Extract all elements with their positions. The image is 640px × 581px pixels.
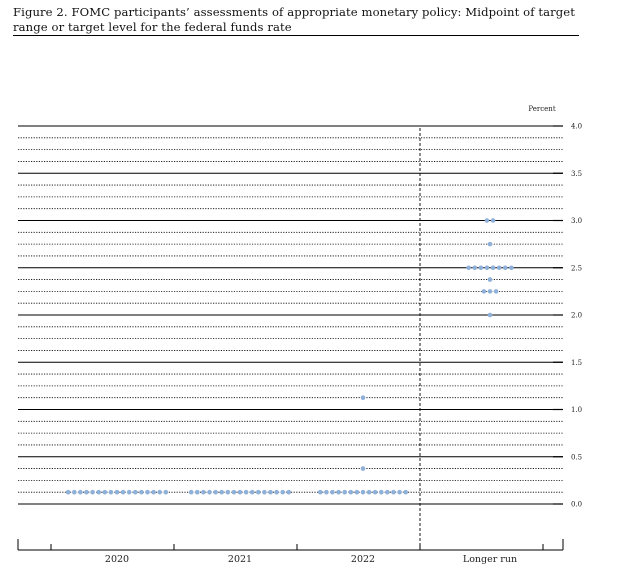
dot bbox=[493, 289, 499, 294]
dot bbox=[65, 489, 71, 495]
dot bbox=[84, 489, 89, 495]
dot bbox=[366, 489, 372, 495]
dot bbox=[336, 489, 341, 495]
y-tick-label: 1.5 bbox=[571, 359, 582, 367]
dot bbox=[478, 265, 484, 271]
dot bbox=[403, 489, 409, 495]
dot bbox=[324, 489, 329, 495]
dot bbox=[487, 241, 493, 247]
y-tick-label: 4.0 bbox=[571, 123, 582, 131]
dot bbox=[360, 489, 366, 495]
dot bbox=[207, 489, 212, 495]
dot bbox=[213, 489, 218, 495]
dot bbox=[274, 489, 279, 495]
units-label: Percent bbox=[528, 105, 555, 113]
dot bbox=[255, 489, 261, 495]
dot bbox=[163, 489, 169, 495]
x-tick-label: 2022 bbox=[351, 554, 375, 565]
dot bbox=[78, 489, 83, 495]
dot bbox=[330, 489, 335, 495]
dot bbox=[201, 489, 206, 495]
dot bbox=[243, 489, 249, 495]
dot bbox=[348, 489, 354, 495]
dot bbox=[490, 218, 496, 223]
dot bbox=[268, 489, 273, 495]
dot bbox=[231, 489, 237, 495]
dot bbox=[318, 489, 323, 495]
x-tick-label: 2021 bbox=[228, 554, 252, 565]
dot bbox=[487, 312, 493, 318]
dot bbox=[509, 265, 514, 271]
dot bbox=[481, 289, 487, 294]
dot bbox=[120, 489, 126, 495]
y-tick-label: 0.5 bbox=[571, 453, 582, 461]
dot bbox=[484, 218, 490, 223]
dot bbox=[108, 489, 114, 495]
y-tick-label: 0.0 bbox=[571, 501, 582, 509]
dot bbox=[286, 489, 292, 495]
gridlines bbox=[18, 125, 563, 550]
dot bbox=[397, 489, 402, 495]
title-rule bbox=[13, 35, 579, 36]
dot bbox=[188, 489, 194, 495]
dot bbox=[490, 265, 496, 271]
y-tick-label: 2.5 bbox=[571, 264, 582, 272]
dot bbox=[102, 489, 108, 495]
dot bbox=[262, 489, 267, 495]
dot bbox=[157, 489, 162, 495]
figure-title: Figure 2. FOMC participants’ assessments… bbox=[13, 5, 576, 34]
dot bbox=[133, 489, 138, 495]
y-tick-labels: 0.0 0.5 1.0 1.5 2.0 2.5 3.0 3.5 4.0 bbox=[571, 123, 582, 509]
dot bbox=[391, 489, 396, 495]
dot bbox=[360, 466, 366, 471]
y-tick-label: 1.0 bbox=[571, 406, 582, 414]
dot bbox=[502, 265, 508, 271]
dot bbox=[496, 265, 502, 271]
x-tick-label: Longer run bbox=[463, 554, 517, 565]
dot bbox=[151, 489, 156, 495]
dot bbox=[487, 277, 493, 282]
dot bbox=[372, 489, 378, 495]
x-tick-label: 2020 bbox=[105, 554, 129, 565]
y-tick-label: 3.5 bbox=[571, 170, 582, 178]
dot bbox=[114, 489, 120, 495]
x-tick-labels: 2020 2021 2022 Longer run bbox=[105, 554, 517, 565]
dots-layer bbox=[65, 218, 514, 495]
y-tick-label: 3.0 bbox=[571, 217, 582, 225]
dot bbox=[342, 489, 348, 495]
dot bbox=[487, 289, 493, 294]
dot bbox=[379, 489, 384, 495]
dot bbox=[484, 265, 490, 271]
dot bbox=[472, 265, 478, 271]
dot bbox=[72, 489, 77, 495]
dot bbox=[219, 489, 224, 495]
dot bbox=[195, 489, 200, 495]
dot bbox=[126, 489, 132, 495]
dot bbox=[280, 489, 286, 495]
x-axis bbox=[17, 539, 564, 551]
dot bbox=[466, 265, 471, 271]
dot bbox=[360, 395, 366, 400]
y-tick-label: 2.0 bbox=[571, 312, 582, 320]
dot bbox=[385, 489, 390, 495]
dot bbox=[139, 489, 144, 495]
dot bbox=[225, 489, 231, 495]
dot bbox=[90, 489, 95, 495]
dot bbox=[249, 489, 255, 495]
dot bbox=[354, 489, 360, 495]
dot bbox=[237, 489, 243, 495]
dot bbox=[96, 489, 101, 495]
dot bbox=[145, 489, 150, 495]
